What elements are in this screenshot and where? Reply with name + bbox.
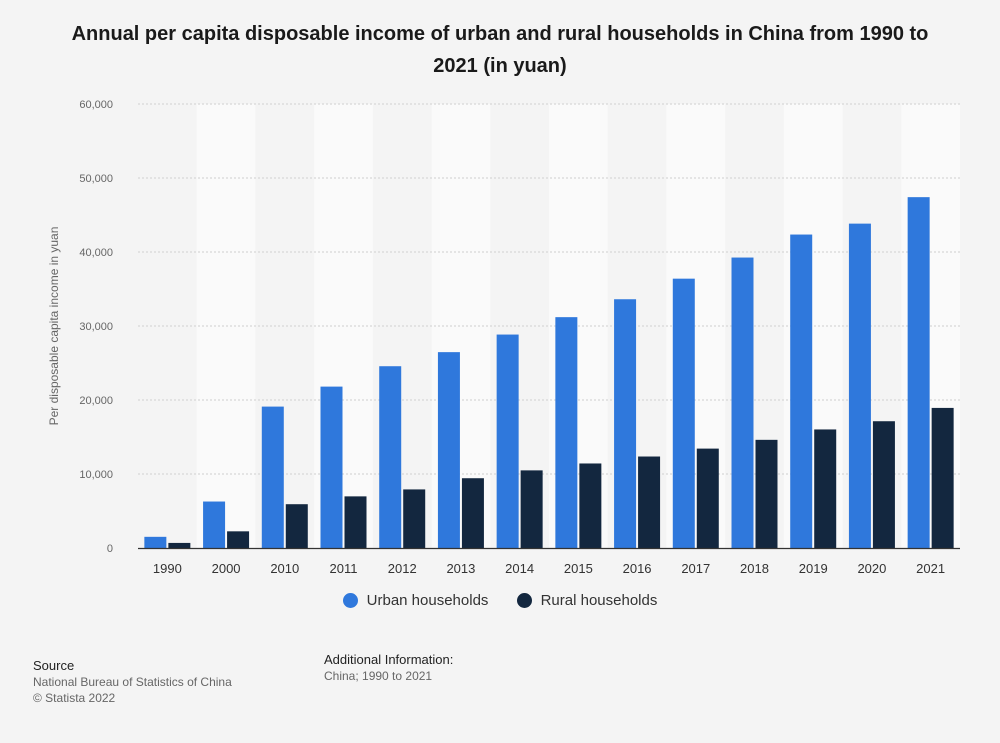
- bar-urban[interactable]: [555, 317, 578, 548]
- x-tick-label: 1990: [153, 561, 182, 576]
- bar-chart: 0 10,000 20,000 30,000 40,000 50,000 60,000 19…: [47, 99, 960, 576]
- bar-rural[interactable]: [285, 504, 308, 548]
- bar-urban[interactable]: [437, 352, 460, 548]
- rural-swatch-icon: [516, 593, 532, 608]
- legend-item-urban[interactable]: Urban households: [342, 592, 489, 609]
- x-tick-label: 2017: [681, 561, 710, 576]
- bar-rural[interactable]: [403, 489, 426, 548]
- x-tick-label: 2013: [446, 561, 475, 576]
- bar-urban[interactable]: [672, 278, 695, 548]
- urban-swatch-icon: [342, 593, 358, 608]
- x-tick-label: 2000: [212, 561, 241, 576]
- legend-label-urban: Urban households: [366, 592, 489, 609]
- x-tick-label: 2020: [857, 561, 886, 576]
- source-heading: Source: [33, 658, 75, 673]
- legend-item-rural[interactable]: Rural households: [516, 592, 658, 609]
- bar-rural[interactable]: [520, 470, 543, 548]
- bar-rural[interactable]: [168, 542, 191, 548]
- x-tick-label: 2012: [388, 561, 417, 576]
- additional-info-block: Additional Information: China; 1990 to 2…: [324, 652, 453, 684]
- x-tick-label: 2014: [505, 561, 534, 576]
- source-block: Source National Bureau of Statistics of …: [33, 658, 232, 706]
- bar-rural[interactable]: [461, 478, 484, 548]
- y-tick-label: 60,000: [79, 99, 113, 111]
- bar-urban[interactable]: [790, 234, 813, 548]
- source-name: National Bureau of Statistics of China: [33, 675, 232, 689]
- x-tick-label: 2011: [330, 561, 358, 576]
- chart-title: Annual per capita disposable income of u…: [71, 23, 929, 77]
- legend: Urban households Rural households: [0, 592, 1000, 612]
- x-tick-label: 2016: [623, 561, 652, 576]
- bar-urban[interactable]: [907, 197, 930, 549]
- bar-urban[interactable]: [614, 299, 637, 548]
- x-tick-label: 2018: [740, 561, 769, 576]
- bar-urban[interactable]: [848, 223, 871, 548]
- bar-rural[interactable]: [696, 448, 719, 548]
- bar-urban[interactable]: [144, 536, 167, 548]
- bar-rural[interactable]: [344, 496, 367, 548]
- y-axis-label: Per disposable capita income in yuan: [47, 227, 61, 426]
- y-tick-label: 50,000: [79, 173, 113, 185]
- x-tick-label: 2015: [564, 561, 593, 576]
- y-tick-label: 30,000: [79, 321, 113, 333]
- x-tick-label: 2019: [799, 561, 828, 576]
- x-tick-label: 2010: [270, 561, 299, 576]
- additional-info-heading: Additional Information:: [324, 652, 454, 667]
- bar-rural[interactable]: [579, 463, 602, 548]
- bar-urban[interactable]: [203, 501, 226, 548]
- y-tick-label: 40,000: [79, 247, 113, 259]
- bar-urban[interactable]: [379, 366, 402, 548]
- bar-urban[interactable]: [731, 257, 754, 548]
- x-tick-label: 2021: [916, 561, 945, 576]
- y-tick-label: 10,000: [79, 469, 113, 481]
- additional-info-text: China; 1990 to 2021: [324, 669, 433, 683]
- bar-urban[interactable]: [496, 334, 519, 548]
- bar-rural[interactable]: [872, 421, 895, 548]
- bar-rural[interactable]: [755, 439, 778, 548]
- bar-rural[interactable]: [814, 429, 837, 548]
- y-tick-label: 20,000: [79, 395, 113, 407]
- bar-urban[interactable]: [320, 386, 343, 548]
- legend-label-rural: Rural households: [540, 592, 658, 609]
- bar-urban[interactable]: [261, 406, 284, 548]
- bar-rural[interactable]: [931, 407, 954, 548]
- copyright: © Statista 2022: [33, 691, 116, 705]
- bar-rural[interactable]: [227, 531, 250, 548]
- bar-rural[interactable]: [638, 456, 661, 548]
- y-tick-label: 0: [107, 543, 113, 555]
